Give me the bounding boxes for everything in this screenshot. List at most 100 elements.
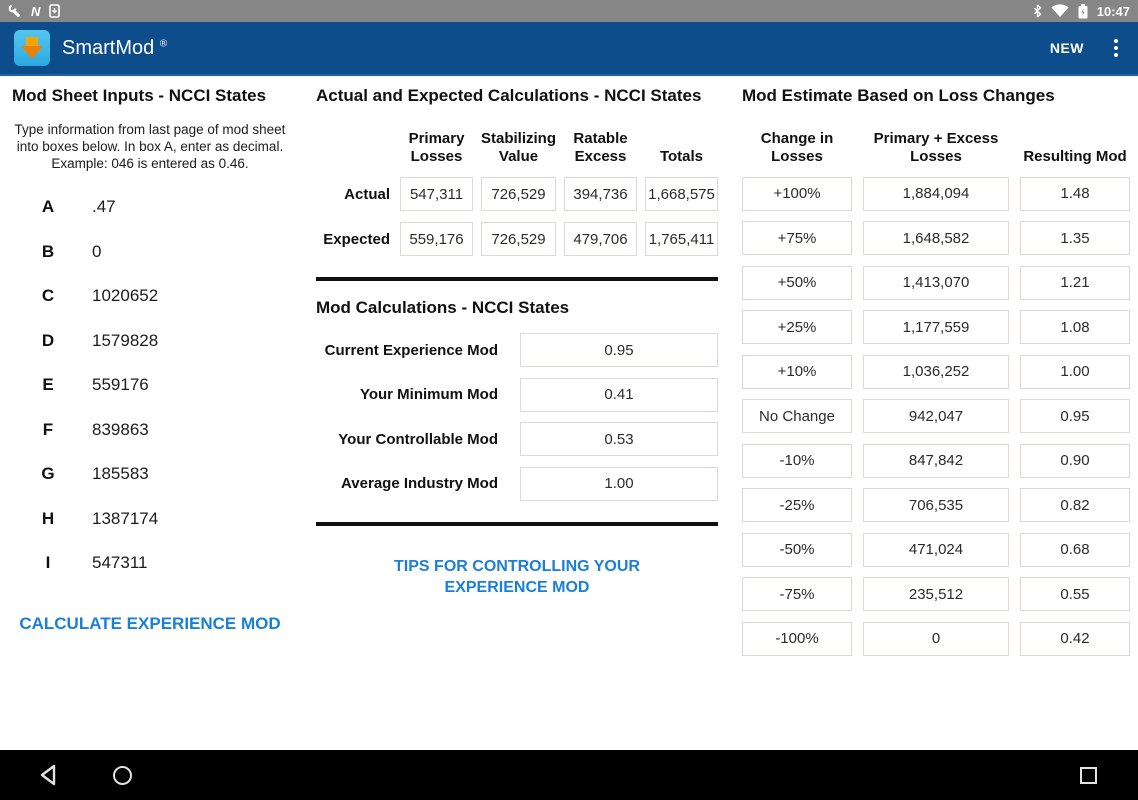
input-label-a: A	[41, 197, 55, 217]
actual-value-2: 394,736	[564, 177, 637, 211]
estimate-row-8-cell-2: 0.68	[1020, 532, 1130, 567]
actual-value-0: 547,311	[400, 177, 473, 211]
input-value-a[interactable]: .47	[92, 197, 116, 217]
input-value-e[interactable]: 559176	[92, 375, 149, 395]
mod-calc-label-1: Your Minimum Mod	[359, 386, 498, 403]
input-field-row-g: G 185583	[0, 452, 300, 497]
app-title: SmartMod ®	[62, 36, 168, 59]
estimate-row-5-cell-0: No Change	[742, 399, 852, 433]
estimate-row-2-cell-1: 1,413,070	[863, 265, 1009, 300]
input-label-c: C	[41, 286, 55, 306]
expected-value-0: 559,176	[400, 222, 473, 256]
estimate-row-8-cell-0: -50%	[742, 532, 852, 567]
wifi-icon	[1051, 4, 1069, 18]
row-label-actual: Actual	[344, 185, 390, 203]
estimate-column-header-2: Resulting Mod	[1023, 148, 1127, 165]
estimate-row-1-cell-0: +75%	[742, 221, 852, 255]
home-icon[interactable]	[94, 750, 150, 800]
tips-link[interactable]: TIPS FOR CONTROLLING YOUR EXPERIENCE MOD	[394, 557, 640, 596]
column-header-0: Primary Losses	[408, 130, 465, 165]
row-label-expected: Expected	[323, 230, 390, 248]
estimate-row-10-cell-2: 0.42	[1020, 621, 1130, 656]
input-field-row-i: I 547311	[0, 541, 300, 586]
actual-expected-title: Actual and Expected Calculations - NCCI …	[316, 86, 702, 105]
input-value-d[interactable]: 1579828	[92, 330, 159, 350]
sd-download-icon	[49, 4, 61, 18]
recents-icon[interactable]	[1060, 750, 1116, 800]
actual-expected-panel: Actual and Expected Calculations - NCCI …	[316, 76, 718, 598]
estimate-row-4-cell-2: 1.00	[1020, 354, 1130, 389]
wrench-icon	[8, 4, 22, 18]
estimate-row-6-cell-2: 0.90	[1020, 443, 1130, 478]
main-content: Mod Sheet Inputs - NCCI States Type info…	[0, 76, 1138, 750]
estimate-row-4-cell-1: 1,036,252	[863, 354, 1009, 389]
inputs-instructions: Type information from last page of mod s…	[14, 122, 286, 171]
input-value-f[interactable]: 839863	[92, 419, 149, 439]
section-divider	[316, 277, 718, 281]
actual-value-1: 726,529	[481, 177, 556, 211]
estimate-row-6-cell-0: -10%	[742, 443, 852, 478]
estimate-row-10-cell-0: -100%	[742, 621, 852, 656]
column-header-3: Totals	[659, 148, 704, 165]
bluetooth-icon	[1033, 4, 1042, 18]
back-icon[interactable]	[20, 750, 76, 800]
input-label-b: B	[41, 241, 55, 261]
estimate-row-6-cell-1: 847,842	[863, 443, 1009, 478]
input-field-row-c: C 1020652	[0, 274, 300, 319]
expected-value-3: 1,765,411	[645, 222, 718, 256]
estimate-row-8-cell-1: 471,024	[863, 532, 1009, 567]
estimate-row-7-cell-1: 706,535	[863, 488, 1009, 522]
mod-calc-label-3: Average Industry Mod	[341, 475, 498, 492]
battery-charging-icon	[1078, 3, 1088, 19]
actual-value-3: 1,668,575	[645, 177, 718, 211]
mod-calc-value-2: 0.53	[520, 422, 718, 456]
input-value-g[interactable]: 185583	[92, 464, 149, 484]
status-bar-clock: 10:47	[1096, 3, 1130, 19]
android-nav-bar	[0, 750, 1138, 800]
calculate-experience-mod-button[interactable]: CALCULATE EXPERIENCE MOD	[19, 613, 281, 633]
input-label-h: H	[41, 508, 55, 528]
input-field-row-h: H 1387174	[0, 497, 300, 542]
mod-calc-label-0: Current Experience Mod	[324, 341, 498, 359]
mod-estimate-panel: Mod Estimate Based on Loss Changes Chang…	[742, 76, 1130, 656]
input-value-c[interactable]: 1020652	[92, 286, 159, 306]
expected-value-1: 726,529	[481, 222, 556, 256]
estimate-row-7-cell-0: -25%	[742, 488, 852, 522]
mod-estimate-table: Change in Losses Primary + Excess Losses R…	[742, 130, 1130, 656]
estimate-row-1-cell-2: 1.35	[1020, 221, 1130, 255]
status-bar-system-icons: 10:47	[1033, 3, 1130, 19]
estimate-row-3-cell-0: +25%	[742, 310, 852, 344]
input-label-g: G	[41, 464, 55, 484]
input-value-i[interactable]: 547311	[92, 553, 148, 573]
estimate-row-5-cell-2: 0.95	[1020, 399, 1130, 433]
column-header-1: Stabilizing Value	[481, 130, 556, 165]
input-field-row-d: D 1579828	[0, 319, 300, 364]
input-label-f: F	[42, 419, 54, 439]
estimate-row-10-cell-1: 0	[863, 621, 1009, 656]
estimate-row-2-cell-2: 1.21	[1020, 265, 1130, 300]
estimate-row-5-cell-1: 942,047	[863, 399, 1009, 433]
column-header-2: Ratable Excess	[573, 130, 628, 165]
input-value-h[interactable]: 1387174	[92, 508, 159, 528]
actual-expected-table: Primary Losses Stabilizing Value Ratable E…	[316, 130, 718, 256]
mod-calc-value-3: 1.00	[520, 466, 718, 501]
app-bar: SmartMod ® NEW	[0, 22, 1138, 76]
input-label-i: I	[45, 553, 51, 573]
android-status-bar: N 10:47	[0, 0, 1138, 22]
estimate-row-0-cell-1: 1,884,094	[863, 176, 1009, 211]
mod-calc-value-0: 0.95	[520, 333, 718, 367]
new-button[interactable]: NEW	[1049, 40, 1084, 56]
estimate-row-4-cell-0: +10%	[742, 354, 852, 389]
expected-value-2: 479,706	[564, 222, 637, 256]
input-value-b[interactable]: 0	[92, 241, 102, 261]
mod-calc-value-1: 0.41	[520, 377, 718, 412]
estimate-row-7-cell-2: 0.82	[1020, 488, 1130, 522]
estimate-row-0-cell-2: 1.48	[1020, 176, 1130, 211]
overflow-menu-icon[interactable]	[1108, 35, 1124, 61]
estimate-column-header-0: Change in Losses	[760, 130, 834, 165]
mod-estimate-title: Mod Estimate Based on Loss Changes	[742, 86, 1055, 105]
registered-mark: ®	[159, 37, 168, 49]
estimate-row-3-cell-2: 1.08	[1020, 310, 1130, 344]
